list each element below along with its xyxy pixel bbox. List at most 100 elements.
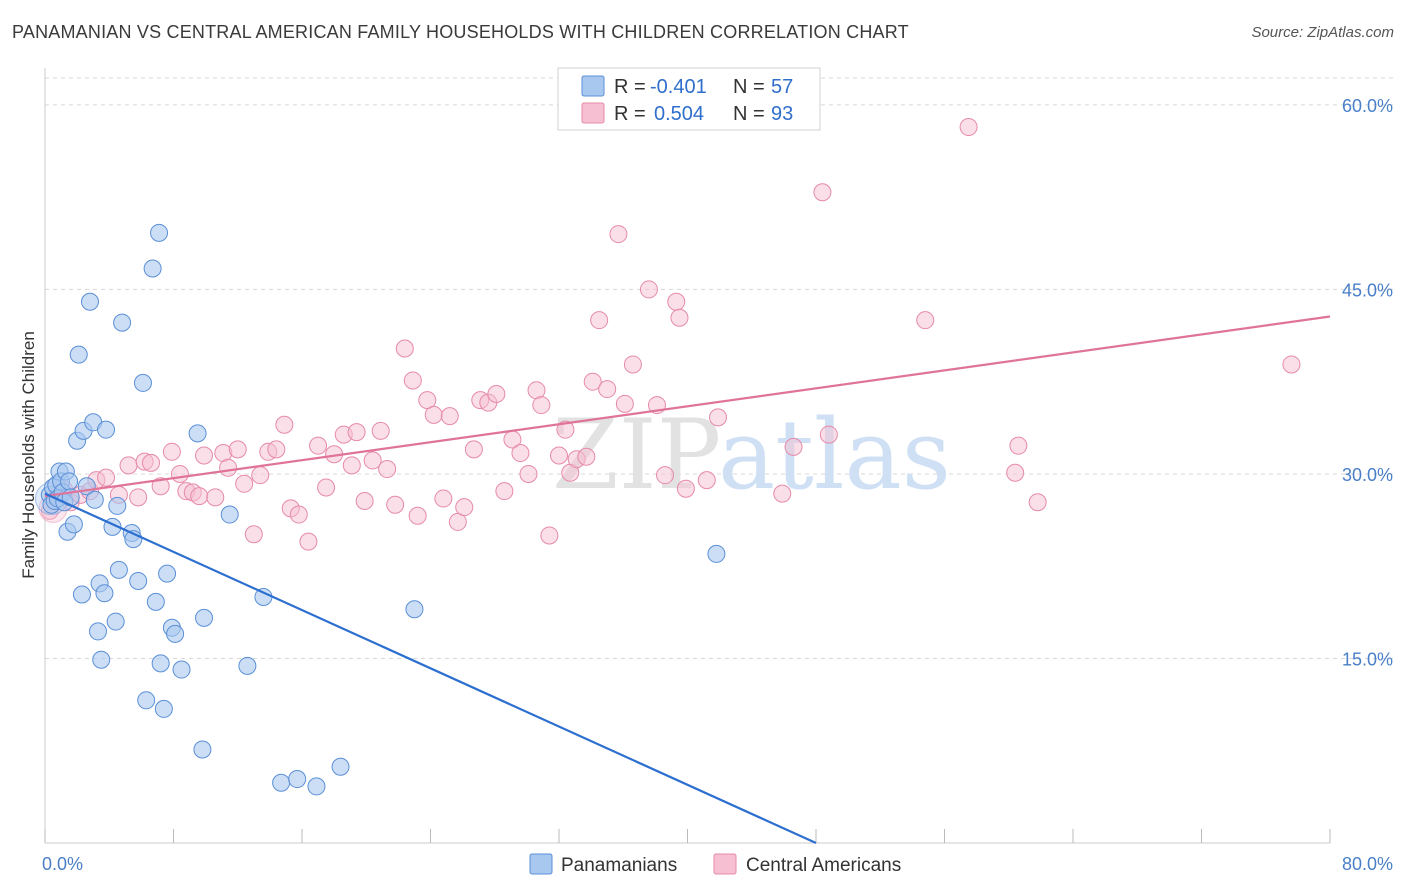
panamanians-point — [288, 770, 307, 789]
panamanians-point — [80, 292, 99, 311]
panamanians-point — [307, 777, 326, 796]
central-americans-point — [676, 479, 695, 498]
central-americans-point — [267, 440, 286, 459]
central-americans-point — [656, 466, 675, 485]
central-americans-point — [386, 495, 405, 514]
legend-r-label-2: R = — [614, 103, 646, 125]
central-americans-point — [129, 488, 148, 507]
central-americans-point — [403, 371, 422, 390]
panamanians-point — [137, 691, 156, 710]
central-americans-point — [434, 489, 453, 508]
series-legend-label-pink: Central Americans — [746, 855, 901, 876]
panamanians-point — [158, 564, 177, 583]
panamanians-point — [109, 560, 128, 579]
legend-swatch-blue — [581, 75, 605, 97]
central-americans-point — [342, 456, 361, 475]
central-americans-point — [195, 446, 214, 465]
panamanians-point — [64, 515, 83, 534]
central-americans-point — [299, 532, 318, 551]
panamanians-trend-line — [44, 492, 817, 845]
panamanians-point — [85, 490, 104, 509]
central-americans-point — [773, 484, 792, 503]
central-americans-point — [395, 339, 414, 358]
central-americans-point — [170, 464, 189, 483]
x-tick-label-max: 80.0% — [1342, 854, 1393, 874]
central-americans-point — [347, 423, 366, 442]
central-americans-point — [495, 482, 514, 501]
central-americans-point — [598, 380, 617, 399]
legend-n-label-1: N = — [733, 76, 765, 98]
central-americans-point — [959, 118, 978, 137]
central-americans-point — [784, 437, 803, 456]
legend-n-label-2: N = — [733, 103, 765, 125]
central-americans-point — [590, 311, 609, 330]
panamanians-point — [113, 313, 132, 332]
panamanians-point — [154, 699, 173, 718]
central-americans-point — [639, 280, 658, 299]
panamanians-point — [272, 773, 291, 792]
panamanians-point — [97, 420, 116, 439]
panamanians-point — [108, 496, 127, 515]
panamanians-point — [106, 612, 125, 631]
central-americans-trend-line — [44, 315, 1331, 498]
series-legend-swatch-blue — [529, 853, 553, 875]
central-americans-point — [355, 492, 374, 511]
central-americans-point — [819, 425, 838, 444]
central-americans-point — [583, 372, 602, 391]
series-legend-label-blue: Panamanians — [561, 855, 677, 876]
central-americans-point — [623, 355, 642, 374]
central-americans-point — [309, 436, 328, 455]
central-americans-point — [363, 451, 382, 470]
central-americans-point — [916, 311, 935, 330]
y-tick-label-60: 60.0% — [1342, 96, 1393, 116]
panamanians-point — [188, 424, 207, 443]
panamanians-point — [89, 622, 108, 641]
central-americans-point — [532, 396, 551, 415]
central-americans-point — [378, 460, 397, 479]
panamanians-point — [146, 592, 165, 611]
central-americans-point — [1009, 436, 1028, 455]
chart-title: PANAMANIAN VS CENTRAL AMERICAN FAMILY HO… — [12, 22, 909, 42]
y-axis-label: Family Households with Children — [19, 331, 38, 579]
central-americans-point — [244, 525, 263, 544]
panamanians-point — [150, 223, 169, 242]
legend-r-label-1: R = — [614, 76, 646, 98]
central-americans-point — [371, 421, 390, 440]
central-americans-point — [275, 415, 294, 434]
central-americans-point — [540, 526, 559, 545]
panamanians-point — [69, 345, 88, 364]
central-americans-point — [142, 453, 161, 472]
x-tick-marks — [44, 829, 1331, 843]
panamanians-point — [143, 259, 162, 278]
grid-lines — [45, 77, 1394, 659]
panamanians-point — [60, 472, 79, 491]
panamanians-point — [193, 740, 212, 759]
legend-r-value-1: -0.401 — [650, 76, 707, 98]
central-americans-point — [206, 488, 225, 507]
central-americans-point — [235, 474, 254, 493]
central-americans-point — [609, 225, 628, 244]
central-americans-point — [317, 478, 336, 497]
panamanians-point — [92, 650, 111, 669]
central-americans-point — [697, 471, 716, 490]
central-americans-point — [228, 440, 247, 459]
x-tick-label-min: 0.0% — [42, 854, 83, 874]
central-americans-point — [455, 498, 474, 517]
central-americans-point — [487, 384, 506, 403]
central-americans-point — [709, 408, 728, 427]
central-americans-point — [550, 446, 568, 465]
central-americans-point — [151, 477, 170, 496]
legend-n-value-1: 57 — [771, 76, 793, 98]
panamanians-point — [238, 656, 257, 675]
panamanians-point — [133, 373, 152, 392]
central-americans-point — [670, 308, 689, 327]
central-americans-point — [813, 183, 832, 202]
panamanians-point — [95, 584, 114, 603]
central-americans-point — [424, 405, 443, 424]
central-americans-point — [190, 487, 209, 506]
central-americans-point — [251, 466, 270, 485]
panamanians-point — [166, 624, 185, 643]
panamanians-point — [151, 654, 170, 673]
central-americans-point — [577, 447, 596, 466]
y-tick-labels: 15.0% 30.0% 45.0% 60.0% — [1342, 96, 1393, 670]
